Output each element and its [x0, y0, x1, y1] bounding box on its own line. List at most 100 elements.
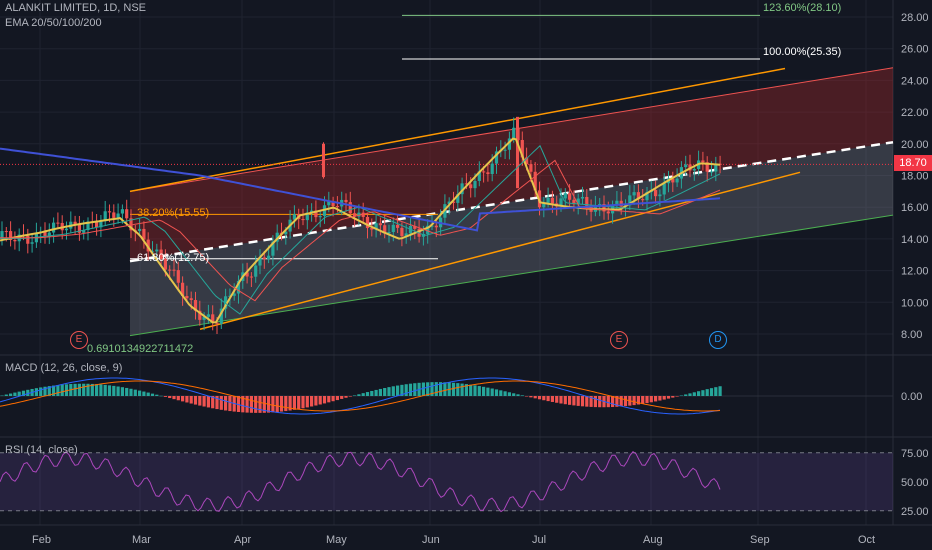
rsi-axis-label: 50.00	[901, 477, 929, 489]
macd-histogram-bar	[327, 396, 331, 403]
macd-histogram-bar	[77, 383, 81, 396]
rsi-band	[0, 452, 893, 511]
macd-histogram-bar	[675, 396, 679, 397]
macd-histogram-bar	[439, 382, 443, 396]
candle	[529, 164, 533, 172]
macd-histogram-bar	[125, 387, 129, 396]
candle	[254, 265, 258, 277]
earnings-marker[interactable]: E	[70, 331, 88, 349]
price-axis-label: 20.00	[901, 139, 929, 151]
macd-histogram-bar	[322, 396, 327, 404]
candle	[163, 258, 167, 270]
candle	[348, 202, 352, 214]
candle	[82, 230, 86, 233]
candle	[396, 224, 400, 228]
macd-histogram-bar	[82, 383, 86, 396]
macd-histogram-bar	[43, 386, 47, 396]
ema-100	[0, 159, 721, 302]
candle	[198, 310, 202, 320]
candle	[477, 171, 481, 181]
price-axis-label: 10.00	[901, 297, 929, 309]
macd-histogram-bar	[611, 396, 615, 408]
macd-histogram-bar	[387, 387, 391, 396]
macd-histogram-bar	[146, 392, 150, 396]
candle	[525, 157, 529, 165]
candle	[267, 255, 271, 260]
macd-histogram-bar	[305, 396, 309, 408]
candle	[421, 233, 425, 237]
candle	[456, 194, 460, 203]
candle	[301, 218, 305, 221]
macd-histogram-bar	[116, 386, 120, 396]
macd-histogram-bar	[396, 385, 400, 396]
macd-histogram-bar	[99, 384, 103, 396]
macd-histogram-bar	[482, 386, 486, 396]
macd-histogram-bar	[215, 396, 219, 410]
time-axis-label: Oct	[858, 534, 875, 546]
price-axis-label: 22.00	[901, 107, 929, 119]
candle	[116, 213, 120, 218]
macd-histogram-bar	[254, 396, 258, 413]
candle	[181, 282, 185, 296]
macd-histogram-bar	[103, 384, 107, 396]
time-axis-label: Mar	[132, 534, 151, 546]
macd-histogram-bar	[52, 385, 56, 396]
macd-histogram-bar	[684, 394, 688, 396]
candle	[662, 183, 666, 195]
candle	[365, 216, 370, 229]
time-axis-label: Jul	[532, 534, 546, 546]
candle	[451, 201, 456, 203]
candle	[0, 231, 4, 239]
last-price-tag: 18.70	[894, 155, 932, 171]
candle	[503, 149, 507, 151]
candle	[387, 232, 391, 234]
macd-histogram-bar	[262, 396, 266, 413]
macd-histogram-bar	[310, 396, 314, 407]
macd-histogram-bar	[288, 396, 292, 411]
macd-histogram-bar	[176, 396, 180, 401]
macd-histogram-bar	[503, 391, 507, 396]
candle	[172, 269, 176, 271]
candle	[709, 171, 714, 173]
candle	[344, 199, 348, 203]
macd-histogram-bar	[615, 396, 619, 407]
macd-histogram-bar	[370, 390, 374, 396]
dividend-marker[interactable]: D	[709, 331, 727, 349]
candle	[99, 221, 103, 228]
candle	[292, 214, 296, 220]
candle	[159, 249, 163, 259]
earnings-marker[interactable]: E	[610, 331, 628, 349]
candle	[168, 269, 172, 271]
trendline-top	[129, 67, 786, 193]
macd-histogram-bar	[520, 395, 524, 396]
macd-histogram-bar	[73, 383, 77, 396]
candle	[705, 162, 709, 172]
macd-histogram-bar	[572, 396, 576, 406]
candle	[327, 201, 331, 206]
macd-histogram-bar	[718, 386, 722, 396]
candle	[585, 196, 589, 207]
time-axis-label: Apr	[234, 534, 251, 546]
candle	[370, 228, 374, 230]
ema-200	[0, 147, 721, 232]
price-axis-label: 28.00	[901, 12, 929, 24]
macd-histogram-bar	[219, 396, 223, 410]
candle	[30, 242, 34, 244]
macd-histogram-bar	[357, 394, 361, 396]
macd-axis-label: 0.00	[901, 391, 922, 403]
macd-histogram-bar	[559, 396, 563, 404]
price-axis-label: 26.00	[901, 44, 929, 56]
candle	[520, 140, 524, 158]
macd-legend: MACD (12, 26, close, 9)	[5, 362, 123, 374]
price-axis-label: 14.00	[901, 234, 929, 246]
macd-histogram-bar	[589, 396, 593, 407]
macd-histogram-bar	[430, 382, 434, 396]
macd-histogram-bar	[456, 383, 460, 396]
candle	[718, 163, 722, 165]
macd-histogram-bar	[378, 388, 382, 396]
candle	[636, 192, 640, 200]
candle	[580, 196, 585, 199]
macd-histogram-bar	[563, 396, 567, 405]
candle	[391, 224, 395, 233]
